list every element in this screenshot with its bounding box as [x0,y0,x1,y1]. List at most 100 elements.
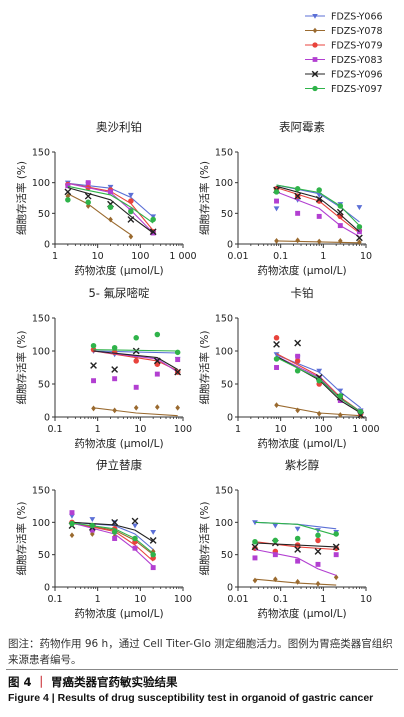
fit-curve-FDZS-Y096 [67,187,154,234]
data-point-FDZS-Y078 [295,407,300,414]
data-point-FDZS-Y078 [273,576,278,583]
chart-title: 卡铂 [291,286,314,300]
data-point-FDZS-Y097 [273,356,280,362]
chart-panel-4: 卡铂 0 50 100 150 1 10 100 1 000 药物浓度 (μmol/L) 细胞存活率… [198,286,380,450]
y-tick-label: 100 [215,518,233,529]
data-point-FDZS-Y096 [84,192,92,200]
fit-curve-FDZS-Y096 [254,542,337,548]
data-point-FDZS-Y097 [337,203,344,209]
figure-note: 图注：药物作用 96 h，通过 Cell Titer-Glo 测定细胞活力。图例… [8,638,393,666]
data-point-FDZS-Y078 [69,532,75,539]
data-point-FDZS-Y097 [150,551,156,558]
data-point-FDZS-Y083 [112,536,118,541]
data-point-FDZS-Y078 [274,238,279,244]
data-point-FDZS-Y097 [89,522,96,529]
x-tick-label: 100 [131,251,149,262]
data-point-FDZS-Y083 [295,353,301,359]
data-point-FDZS-Y066 [294,526,301,532]
x-tick-label: 0.01 [227,594,248,605]
data-point-FDZS-Y083 [69,510,75,516]
data-point-FDZS-Y096 [111,366,119,373]
x-tick-label: 100 [174,424,192,435]
data-point-FDZS-Y066 [150,530,157,535]
legend-marker-FDZS-Y096 [311,70,319,78]
data-point-FDZS-Y078 [295,237,300,244]
data-point-FDZS-Y097 [174,349,181,356]
data-point-FDZS-Y083 [89,527,95,533]
y-tick-label: 150 [32,486,50,497]
chart-title: 奥沙利铂 [96,120,142,134]
x-tick-label: 0.1 [47,594,62,605]
data-point-FDZS-Y078 [128,233,134,240]
data-point-FDZS-Y097 [315,532,321,539]
data-point-FDZS-Y096 [336,208,344,216]
data-point-FDZS-Y078 [252,577,258,584]
y-tick-label: 150 [215,314,233,325]
y-tick-label: 100 [32,347,50,358]
data-point-FDZS-Y078 [357,239,362,246]
data-point-FDZS-Y097 [272,537,279,544]
x-tick-label: 0.1 [273,251,288,262]
data-point-FDZS-Y097 [154,331,161,338]
x-tick-label: 10 [134,424,146,435]
x-tick-label: 1 000 [352,424,379,435]
title-separator: ｜ [35,675,48,689]
data-point-FDZS-Y097 [273,189,280,195]
fit-curve-FDZS-Y097 [67,185,154,224]
chart-title: 伊立替康 [96,458,142,472]
data-point-FDZS-Y097 [356,224,363,230]
legend-marker-FDZS-Y066 [312,14,318,19]
x-axis-label: 药物浓度 (μmol/L) [74,607,163,620]
data-point-FDZS-Y078 [65,193,71,200]
y-tick-label: 150 [32,314,50,325]
figure-canvas: FDZS-Y066 FDZS-Y078 FDZS-Y079 FDZS-Y083 FDZS… [15,12,383,621]
data-point-FDZS-Y096 [111,518,119,526]
x-tick-label: 0.01 [227,251,248,262]
data-point-FDZS-Y078 [175,404,180,411]
y-tick-label: 50 [221,380,233,391]
fit-curve-FDZS-Y097 [254,521,337,536]
fit-curve-FDZS-Y096 [93,350,178,370]
figure-title-en: Figure 4 | Results of drug susceptibilit… [8,692,374,704]
data-point-FDZS-Y096 [294,546,302,553]
data-point-FDZS-Y097 [132,535,138,542]
data-point-FDZS-Y097 [252,538,258,545]
data-point-FDZS-Y066 [356,205,363,211]
chart-title: 紫杉醇 [285,458,320,472]
data-point-FDZS-Y096 [64,188,72,196]
data-point-FDZS-Y096 [149,537,157,544]
chart-panel-3: 5- 氟尿嘧啶 0 50 100 150 0.1 1 10 100 药物浓度 (μmol/L) 细胞… [15,286,192,450]
data-point-FDZS-Y078 [316,410,322,417]
data-point-FDZS-Y083 [295,210,301,216]
y-tick-label: 150 [215,486,233,497]
legend-label: FDZS-Y079 [331,41,383,52]
x-tick-label: 10 [134,594,146,605]
data-point-FDZS-Y096 [149,228,157,236]
fit-curve-FDZS-Y078 [67,193,132,236]
y-tick-label: 0 [44,240,50,251]
data-point-FDZS-Y083 [91,378,96,384]
data-point-FDZS-Y078 [112,407,117,414]
data-point-FDZS-Y078 [316,238,322,245]
chart-title: 5- 氟尿嘧啶 [88,286,150,300]
y-tick-label: 150 [215,148,233,159]
data-point-FDZS-Y096 [127,216,135,223]
chart-panel-1: 奥沙利铂 0 50 100 150 1 10 100 1 000 药物浓度 (μmol/L) 细胞存… [15,120,197,277]
data-point-FDZS-Y083 [65,183,71,189]
data-point-FDZS-Y078 [333,574,339,581]
data-point-FDZS-Y079 [128,198,134,204]
data-point-FDZS-Y097 [111,344,118,351]
data-point-FDZS-Y083 [175,357,181,363]
y-tick-label: 50 [38,209,50,220]
y-axis-label: 细胞存活率 (%) [15,330,28,404]
data-point-FDZS-Y096 [294,339,302,347]
data-point-FDZS-Y096 [131,517,139,525]
legend-label: FDZS-Y083 [331,55,383,66]
data-point-FDZS-Y066 [89,517,96,522]
data-point-FDZS-Y066 [127,192,134,198]
data-point-FDZS-Y083 [85,180,91,186]
y-axis-label: 细胞存活率 (%) [198,330,211,404]
legend-marker-FDZS-Y083 [312,57,318,62]
data-point-FDZS-Y096 [294,192,302,200]
x-tick-label: 0.1 [273,594,288,605]
